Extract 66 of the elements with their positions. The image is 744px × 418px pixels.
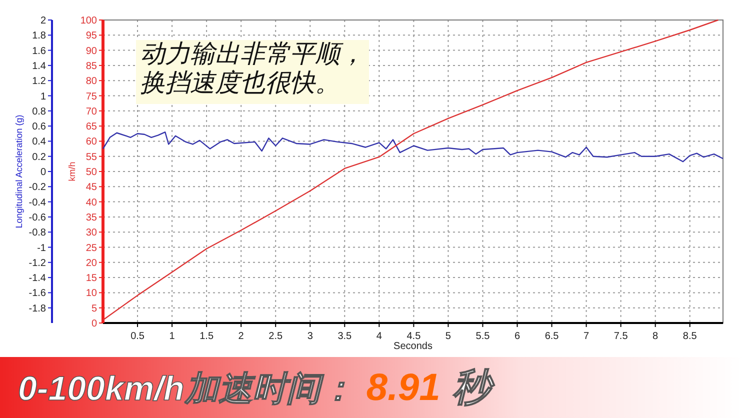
y-tick-label: -1.6 — [28, 288, 46, 300]
y2-tick-label: 50 — [86, 167, 98, 178]
y-tick-label: 0.6 — [32, 122, 46, 133]
x-tick-label: 5 — [445, 331, 452, 342]
x-tick-label: 2 — [238, 331, 244, 342]
x-tick-label: 2.5 — [268, 331, 283, 342]
x-tick-label: 8 — [652, 331, 659, 342]
y-tick-label: 2 — [40, 16, 46, 26]
y-tick-label: -0.4 — [28, 197, 46, 208]
y-tick-label: 1.6 — [32, 46, 46, 57]
y-tick-label: 0.4 — [32, 136, 46, 148]
y2-axis-title: km/h — [67, 162, 77, 182]
x-tick-label: 6 — [514, 331, 520, 342]
y-tick-label: 1.8 — [32, 30, 46, 42]
y-tick-label: 1.4 — [32, 60, 46, 72]
y-tick-label: -0.2 — [28, 182, 46, 194]
y2-tick-label: 10 — [86, 288, 98, 300]
y-tick-label: -1.8 — [28, 303, 46, 314]
y-tick-label: -1.2 — [28, 258, 46, 269]
y2-tick-label: 70 — [86, 106, 98, 118]
y2-tick-label: 20 — [86, 258, 98, 269]
y2-tick-label: 5 — [91, 303, 98, 314]
y2-tick-label: 80 — [86, 76, 98, 88]
x-tick-label: 4.5 — [406, 331, 422, 342]
y-tick-label: -0.8 — [28, 228, 46, 239]
y-tick-label: 0.8 — [32, 106, 46, 118]
y-tick-label: -1.4 — [28, 273, 46, 284]
y-tick-label: -1 — [37, 242, 46, 254]
y2-tick-label: 40 — [86, 197, 98, 208]
y2-tick-label: 100 — [80, 16, 98, 26]
x-tick-label: 7.5 — [614, 331, 628, 342]
y2-tick-label: 0 — [91, 318, 98, 330]
y2-tick-label: 55 — [86, 152, 98, 163]
x-tick-label: 0.5 — [130, 331, 145, 342]
text: 8.91 秒 — [366, 367, 496, 409]
y2-tick-label: 60 — [86, 136, 98, 148]
y2-tick-label: 35 — [86, 212, 98, 224]
x-tick-label: 5.5 — [476, 331, 490, 342]
y2-tick-label: 65 — [86, 122, 98, 133]
x-tick-label: 7 — [584, 331, 590, 342]
y2-tick-label: 75 — [86, 91, 98, 102]
y-axis-title: Longitudinal Acceleration (g) — [14, 114, 24, 228]
y2-tick-label: 90 — [86, 46, 98, 57]
line-series — [102, 132, 724, 162]
x-tick-label: 1.5 — [200, 331, 214, 342]
y-tick-label: -0.6 — [28, 212, 46, 224]
text: 0-100km/h加速时间： — [18, 370, 354, 408]
x-tick-label: 3.5 — [338, 331, 352, 342]
y2-tick-label: 85 — [86, 60, 98, 72]
y2-tick-label: 30 — [86, 228, 98, 239]
annotation: 动力输出非常平顺，换挡速度也很快。 — [136, 40, 369, 104]
y-tick-label: 1.2 — [32, 76, 46, 88]
y-tick-label: 1 — [40, 91, 46, 102]
x-tick-label: 4 — [376, 331, 382, 342]
x-axis-title: Seconds — [394, 341, 432, 352]
x-tick-label: 6.5 — [544, 331, 560, 342]
y-tick-label: 0 — [40, 167, 46, 178]
y2-tick-label: 45 — [86, 182, 98, 194]
y-tick-label: 0.2 — [32, 152, 46, 163]
x-tick-label: 1 — [169, 331, 176, 342]
line-series — [102, 19, 719, 321]
y2-tick-label: 95 — [86, 30, 98, 42]
x-tick-label: 8.5 — [682, 331, 698, 342]
x-tick-label: 3 — [307, 331, 314, 342]
y2-tick-label: 15 — [86, 273, 98, 284]
y2-tick-label: 25 — [86, 242, 98, 254]
